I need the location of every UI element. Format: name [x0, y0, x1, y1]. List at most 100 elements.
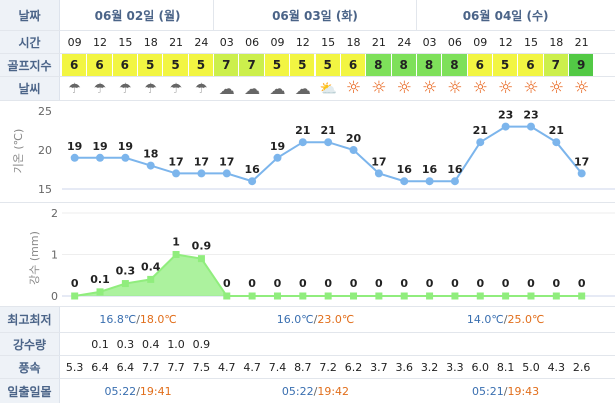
- temp-label: 17: [219, 155, 234, 168]
- time-row: 시간 09 12 15 18 21 24 03 06 09 12 15 18 21 24 03 06 09 12 1…: [0, 31, 615, 53]
- date-header: 06월 04일 (수): [462, 8, 549, 23]
- weather-cell: ⛅: [316, 77, 341, 100]
- wind-speed-cell: 4.3: [547, 360, 566, 374]
- temp-tick: 15: [38, 183, 52, 196]
- time-cell: 18: [346, 35, 361, 49]
- golf-index-cell: 6: [518, 54, 544, 76]
- rain-point: [299, 292, 307, 300]
- sun-icon: ☼: [345, 78, 362, 98]
- rain-point: [147, 275, 155, 283]
- temp-label: 17: [194, 155, 209, 168]
- slash: /: [313, 384, 318, 398]
- sunset: 19:42: [317, 384, 350, 398]
- rain-point: [273, 292, 281, 300]
- temp-point: [374, 169, 383, 178]
- rain-amount-cell: [442, 333, 467, 355]
- wind-label: 풍속: [0, 356, 60, 378]
- golf-index-cell: 6: [467, 54, 493, 76]
- max-temp: 23.0℃: [317, 313, 355, 326]
- cloud-rain-icon: ☂: [119, 80, 132, 97]
- wind-speed-cell: 3.2: [420, 360, 439, 374]
- wind-speed-cell: 7.7: [141, 360, 160, 374]
- date-label: 날짜: [0, 0, 60, 30]
- weather-cell: ☼: [468, 77, 493, 100]
- minmax-cells: 16.8℃/18.0℃ 16.0℃/23.0℃ 14.0℃/25.0℃: [60, 307, 615, 332]
- time-cell: 18: [549, 35, 564, 49]
- min-temp: 16.8℃: [99, 313, 137, 326]
- slash: /: [136, 384, 140, 398]
- golf-index-cell: 8: [366, 54, 392, 76]
- wind-speed-cell: 7.4: [268, 360, 287, 374]
- rain-label: 0: [350, 277, 358, 290]
- time-cell: 03: [422, 35, 437, 49]
- time-cell: 15: [118, 35, 133, 49]
- golf-index-cell: 5: [188, 54, 215, 76]
- golf-index-cell: 8: [391, 54, 417, 76]
- temp-label: 21: [473, 124, 488, 137]
- rain-tick: 0: [51, 290, 58, 303]
- sun-icon: ☼: [523, 78, 539, 98]
- rain-point: [451, 292, 459, 300]
- weather-cell: ☂: [113, 77, 138, 100]
- rain-point: [223, 292, 231, 300]
- time-cell: 09: [270, 35, 285, 49]
- rain-point: [400, 292, 408, 300]
- wind-speed-cell: 3.6: [395, 360, 413, 374]
- temp-point: [222, 169, 231, 178]
- sun-icon: ☼: [472, 78, 488, 98]
- time-cell: 21: [169, 35, 184, 49]
- wind-row: 풍속 5.3 6.4 6.4 7.7 7.7 7.5 4.7 4.7 7.4 8.7 7.2 6.2 3…: [0, 356, 615, 378]
- time-cell: 21: [574, 35, 589, 49]
- temp-label: 19: [270, 140, 285, 153]
- temp-point: [400, 177, 409, 186]
- temp-point: [577, 169, 586, 178]
- time-cells: 09 12 15 18 21 24 03 06 09 12 15 18 21 24 03 06 09 12 15 18…: [60, 31, 615, 53]
- temperature-chart: 기온 (℃) 25 20 15 19 19 19 18 17 17 17 16 19 21 21 20 17 16…: [12, 105, 615, 196]
- rain-label: 0: [451, 277, 459, 290]
- time-cell: 09: [67, 35, 82, 49]
- sunrise: 05:22: [281, 384, 314, 398]
- temp-label: 16: [397, 163, 413, 176]
- slash: /: [136, 313, 140, 326]
- rain-amount-cell: [341, 333, 366, 355]
- rain-tick: 2: [51, 207, 58, 220]
- weather-cell: ☁: [214, 77, 239, 100]
- rain-amount-cell: 0.1: [91, 337, 109, 351]
- rain-point: [172, 251, 180, 258]
- minmax-label: 최고최저: [0, 307, 60, 332]
- rain-amount-cell: [316, 333, 341, 355]
- cloud-icon: ☁: [269, 78, 286, 98]
- minmax-value: 14.0℃/25.0℃: [417, 307, 594, 332]
- temp-label: 18: [143, 148, 158, 161]
- temp-label: 16: [422, 163, 438, 176]
- wind-speed-cell: 8.7: [294, 360, 312, 374]
- temp-axis-title: 기온 (℃): [12, 129, 25, 174]
- sun-times: 05:22/19:41: [62, 379, 214, 403]
- rain-amount-cell: [518, 333, 543, 355]
- temp-point: [70, 153, 79, 162]
- golf-index-cell: 5: [290, 54, 316, 76]
- rain-point: [527, 292, 535, 300]
- golf-index-cell: 7: [239, 54, 265, 76]
- minmax-value: 16.0℃/23.0℃: [214, 307, 417, 332]
- rain-amount-cell: [265, 333, 290, 355]
- sun-times: 05:21/19:43: [417, 379, 594, 403]
- golf-index-cell: 7: [214, 54, 240, 76]
- cloud-icon: ☁: [218, 78, 235, 98]
- wind-speed-cell: 6.0: [471, 360, 490, 374]
- rain-amount-cell: 0.4: [141, 337, 160, 351]
- minmax-value: 16.8℃/18.0℃: [62, 307, 214, 332]
- temp-point: [298, 138, 307, 147]
- temp-point: [552, 138, 561, 147]
- temp-point: [450, 177, 459, 186]
- rain-amount-cell: [544, 333, 569, 355]
- rain-point: [121, 280, 129, 288]
- wind-cells: 5.3 6.4 6.4 7.7 7.7 7.5 4.7 4.7 7.4 8.7 7.2 6.2 3.7 3…: [60, 356, 615, 378]
- slash: /: [313, 313, 318, 326]
- cloud-rain-icon: ☂: [169, 80, 183, 97]
- temp-label: 21: [321, 124, 336, 137]
- rain-point: [324, 292, 332, 300]
- golf-index-cell: 8: [416, 54, 443, 76]
- rain-amount-cells: 0.1 0.3 0.4 1.0 0.9: [60, 333, 615, 355]
- wind-speed-cell: 7.5: [192, 360, 211, 374]
